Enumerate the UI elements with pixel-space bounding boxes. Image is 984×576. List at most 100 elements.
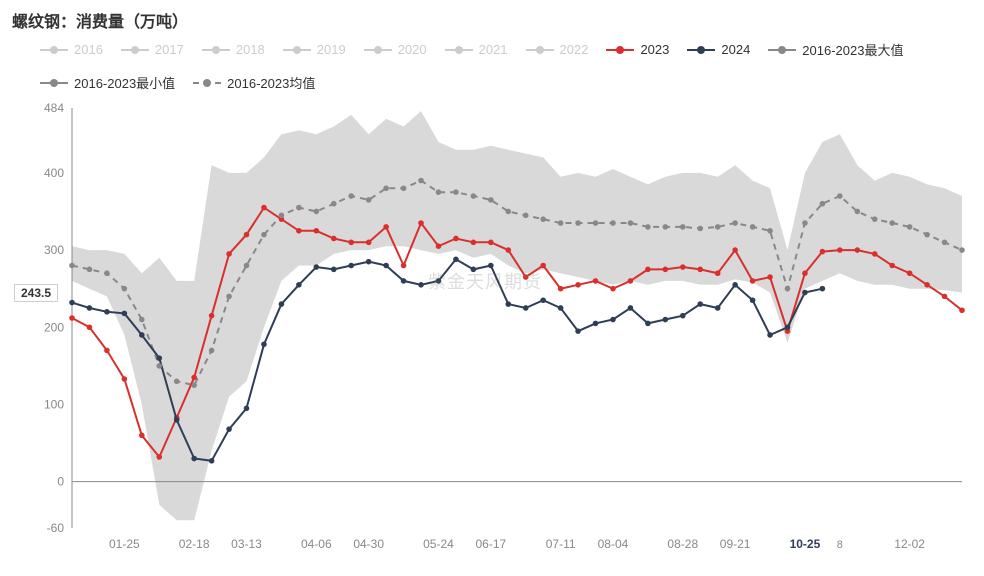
y-tick-label: 200	[44, 320, 64, 334]
series-mean-point	[244, 263, 250, 269]
legend-label: 2017	[155, 42, 184, 57]
series-2024-point	[261, 341, 267, 347]
series-mean-point	[767, 228, 773, 234]
series-mean-point	[296, 205, 302, 211]
x-tick-label: 08-04	[598, 537, 629, 551]
series-mean-point	[907, 224, 913, 230]
series-2024-point	[488, 263, 494, 269]
legend-item-rangeMin[interactable]: 2016-2023最小值	[40, 73, 175, 92]
series-2024-point	[645, 321, 651, 327]
series-2023-point	[505, 247, 511, 253]
x-tick-label: 05-24	[423, 537, 454, 551]
series-2024-point	[628, 305, 634, 311]
series-mean-point	[785, 286, 791, 292]
legend-item-2019[interactable]: 2019	[283, 40, 346, 59]
series-2024-point	[366, 259, 372, 265]
legend-swatch	[40, 43, 68, 57]
series-2023-point	[87, 324, 93, 330]
series-2024-point	[663, 317, 669, 323]
series-mean-point	[732, 220, 738, 226]
series-mean-point	[575, 220, 581, 226]
series-2023-point	[907, 270, 913, 276]
series-2023-point	[122, 376, 128, 382]
legend-label: 2019	[317, 42, 346, 57]
x-tick-label: 07-11	[546, 537, 576, 551]
series-2023-point	[418, 220, 424, 226]
series-2024-point	[540, 297, 546, 303]
legend-swatch	[121, 43, 149, 57]
series-mean-point	[680, 224, 686, 230]
series-2024-point	[314, 264, 320, 270]
legend-label: 2024	[721, 42, 750, 57]
series-mean-point	[87, 267, 93, 273]
series-2023-point	[523, 274, 529, 280]
series-mean-point	[471, 193, 477, 199]
legend-item-2016[interactable]: 2016	[40, 40, 103, 59]
series-mean-point	[942, 240, 948, 246]
series-2024-point	[383, 263, 389, 269]
series-mean-point	[348, 193, 354, 199]
y-tick-label: 100	[44, 397, 64, 411]
legend-item-2022[interactable]: 2022	[526, 40, 589, 59]
legend-label: 2021	[479, 42, 508, 57]
legend-swatch	[445, 43, 473, 57]
x-tick-label: 03-13	[231, 537, 262, 551]
series-2023-point	[69, 315, 75, 321]
series-2024-point	[732, 282, 738, 288]
series-2023-point	[488, 240, 494, 246]
series-2024-point	[820, 286, 826, 292]
x-tick-label: 04-30	[353, 537, 384, 551]
series-2023-point	[366, 240, 372, 246]
series-mean-point	[837, 193, 843, 199]
series-2024-point	[348, 263, 354, 269]
series-2023-point	[680, 264, 686, 270]
series-2024-point	[331, 267, 337, 273]
series-2023-point	[261, 205, 267, 211]
series-2023-point	[697, 267, 703, 273]
series-2023-point	[820, 249, 826, 255]
series-2023-point	[732, 247, 738, 253]
series-mean-point	[505, 209, 511, 215]
series-mean-point	[331, 201, 337, 207]
series-mean-point	[314, 209, 320, 215]
series-2023-point	[889, 263, 895, 269]
series-2023-point	[715, 270, 721, 276]
series-2023-point	[209, 313, 215, 319]
y-callout-value: 243.5	[14, 284, 58, 302]
legend-item-rangeMax[interactable]: 2016-2023最大值	[768, 40, 903, 59]
series-2023-point	[331, 236, 337, 242]
series-2024-point	[104, 309, 110, 315]
legend-item-s2023[interactable]: 2023	[606, 40, 669, 59]
legend-swatch	[364, 43, 392, 57]
series-2023-point	[471, 240, 477, 246]
series-2023-point	[401, 263, 407, 269]
series-mean-point	[715, 224, 721, 230]
series-2024-point	[209, 458, 215, 464]
series-mean-point	[889, 220, 895, 226]
series-mean-point	[418, 178, 424, 184]
legend-item-2018[interactable]: 2018	[202, 40, 265, 59]
series-mean-point	[854, 209, 860, 215]
line-chart: -60010020030040048401-2502-1803-1304-060…	[12, 98, 972, 568]
legend-label: 2022	[560, 42, 589, 57]
series-2024-point	[802, 290, 808, 296]
series-mean-point	[802, 220, 808, 226]
series-2024-point	[139, 332, 145, 338]
series-2024-point	[785, 324, 791, 330]
legend-swatch	[526, 43, 554, 57]
legend-item-s2024[interactable]: 2024	[687, 40, 750, 59]
chart-title: 螺纹钢：消费量（万吨）	[12, 8, 972, 32]
series-2023-point	[348, 240, 354, 246]
legend-item-mean[interactable]: 2016-2023均值	[193, 73, 315, 92]
series-mean-point	[366, 197, 372, 203]
series-mean-point	[279, 213, 285, 219]
legend-item-2017[interactable]: 2017	[121, 40, 184, 59]
legend-item-2020[interactable]: 2020	[364, 40, 427, 59]
series-mean-point	[453, 189, 459, 195]
legend-item-2021[interactable]: 2021	[445, 40, 508, 59]
y-tick-label: 300	[44, 243, 64, 257]
series-2023-point	[139, 433, 145, 439]
series-mean-point	[69, 263, 75, 269]
series-2024-point	[471, 267, 477, 273]
x-tick-label: 06-17	[475, 537, 506, 551]
